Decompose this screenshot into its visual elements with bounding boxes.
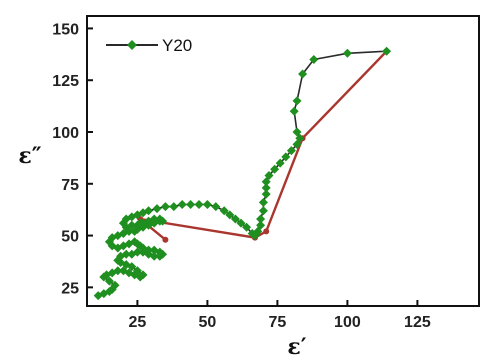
data-point <box>286 146 296 156</box>
data-point <box>295 133 305 143</box>
data-point <box>219 206 229 216</box>
data-point <box>281 152 291 162</box>
y-tick-label: 125 <box>52 73 79 90</box>
data-point <box>270 164 280 174</box>
plot-frame <box>86 15 480 307</box>
data-point <box>264 171 274 180</box>
data-point <box>253 226 263 236</box>
data-point <box>104 276 114 286</box>
series-group <box>93 46 392 301</box>
data-point <box>211 202 221 212</box>
data-point <box>258 197 268 207</box>
data-point <box>149 251 159 261</box>
data-point <box>169 202 179 212</box>
data-point <box>152 204 162 214</box>
data-point <box>177 200 187 209</box>
data-point <box>160 202 170 212</box>
data-point <box>309 55 319 64</box>
data-point <box>247 229 257 238</box>
y-axis-ticks: 25 50 75 100 125 150 <box>52 21 93 297</box>
data-point <box>236 218 246 228</box>
data-point <box>275 158 285 168</box>
data-point <box>225 210 235 220</box>
x-tick-label: 25 <box>129 314 147 331</box>
y-tick-label: 100 <box>52 125 79 142</box>
x-tick-label: 125 <box>404 314 431 331</box>
data-point <box>144 206 154 216</box>
x-tick-label: 100 <box>334 314 361 331</box>
data-point <box>382 46 392 56</box>
y-tick-label: 50 <box>61 229 79 246</box>
data-point <box>298 69 308 79</box>
data-point <box>261 183 271 193</box>
data-point <box>342 48 352 58</box>
y-tick-label: 150 <box>52 21 79 38</box>
data-point <box>110 280 120 290</box>
data-point <box>261 189 271 199</box>
x-axis-ticks: 25 50 75 100 125 <box>129 300 431 331</box>
data-point <box>289 106 299 116</box>
data-point <box>155 214 165 224</box>
y-axis-title: ε″ <box>18 143 41 169</box>
data-point <box>121 249 131 259</box>
legend: Y20 <box>106 36 192 55</box>
data-point <box>292 96 302 106</box>
fit-point <box>162 236 169 243</box>
data-point <box>261 177 271 187</box>
data-point <box>258 206 268 216</box>
data-point <box>256 214 266 224</box>
data-point <box>292 139 302 149</box>
data-point <box>230 214 240 224</box>
data-point <box>242 222 252 232</box>
data-point <box>194 200 204 209</box>
data-point <box>132 247 142 257</box>
y-tick-label: 25 <box>61 280 79 297</box>
data-point <box>256 220 266 230</box>
data-point <box>132 220 142 230</box>
data-point <box>292 127 302 137</box>
series-line <box>97 50 387 297</box>
data-point <box>113 266 123 276</box>
data-point <box>132 266 142 276</box>
fit-point <box>263 228 270 235</box>
data-point <box>202 200 212 209</box>
x-axis-title: ε′ <box>287 334 306 355</box>
x-tick-label: 75 <box>269 314 287 331</box>
y-tick-label: 75 <box>61 177 79 194</box>
x-tick-label: 50 <box>199 314 217 331</box>
data-point <box>138 270 148 280</box>
legend-marker <box>127 40 137 50</box>
legend-label: Y20 <box>162 36 192 55</box>
data-point <box>113 255 123 265</box>
data-point <box>186 200 196 209</box>
data-point <box>149 245 159 255</box>
